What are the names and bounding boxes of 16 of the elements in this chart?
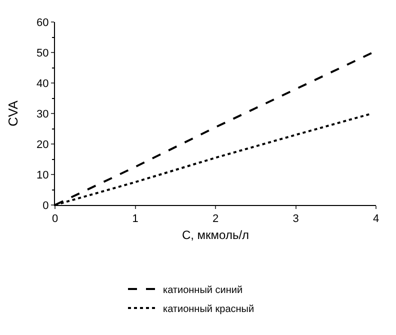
- x-tick-label: 2: [212, 213, 219, 226]
- y-tick-label: 60: [36, 16, 49, 29]
- y-axis-title: CVA: [6, 100, 20, 126]
- legend-label: катионный красный: [163, 304, 254, 315]
- y-tick-label: 10: [36, 169, 49, 182]
- y-tick-label: 0: [42, 200, 49, 212]
- y-tick-label: 50: [36, 47, 49, 60]
- legend-label: катионный синий: [163, 284, 243, 296]
- x-axis-title: C, мкмоль/л: [182, 228, 250, 242]
- x-tick-label: 1: [132, 213, 138, 226]
- y-tick-label: 30: [36, 108, 49, 120]
- y-tick-label: 20: [36, 138, 49, 151]
- x-tick-label: 4: [372, 213, 380, 226]
- x-tick-label: 0: [52, 213, 58, 226]
- x-tick-label: 3: [292, 213, 299, 226]
- y-tick-label: 40: [36, 78, 49, 90]
